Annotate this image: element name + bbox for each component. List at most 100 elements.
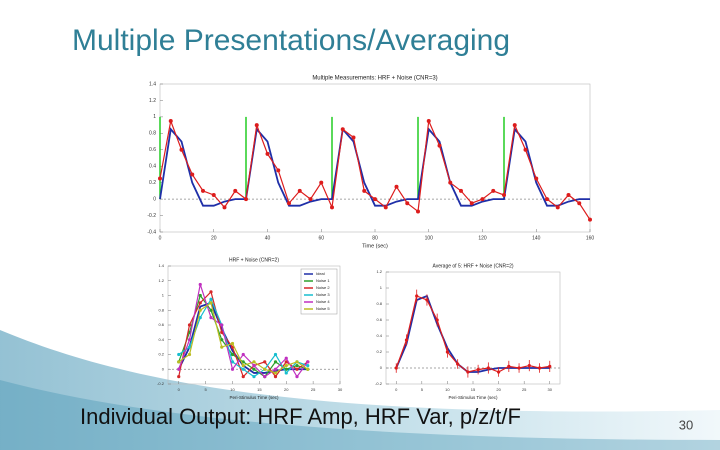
x-tick-label: 140	[532, 235, 541, 241]
data-point	[158, 176, 162, 181]
y-tick-label: 0.6	[376, 317, 382, 322]
legend-label: Ideal	[316, 271, 325, 276]
x-tick-label: 160	[586, 235, 595, 241]
x-axis-label: Peri-Stimulus Time (sec)	[229, 395, 279, 400]
x-tick-label: 30	[548, 387, 553, 392]
data-point	[534, 176, 539, 181]
data-point	[252, 360, 256, 364]
data-point	[187, 338, 192, 342]
data-point	[198, 308, 202, 312]
x-tick-label: 15	[471, 387, 476, 392]
data-point	[190, 172, 195, 177]
data-point	[177, 367, 181, 371]
data-point	[198, 282, 202, 287]
data-point	[394, 366, 398, 370]
data-point	[252, 363, 256, 368]
data-point	[284, 360, 288, 364]
data-point	[306, 367, 310, 371]
x-tick-label: 20	[284, 387, 289, 392]
page-number: 30	[679, 417, 693, 432]
y-tick-label: -0.2	[147, 213, 156, 219]
data-point	[577, 201, 582, 206]
data-point	[230, 341, 235, 346]
data-point	[502, 193, 506, 197]
data-point	[241, 375, 245, 379]
data-point	[263, 360, 267, 364]
series-line	[395, 294, 550, 373]
y-tick-label: 1.4	[158, 263, 164, 268]
data-point	[404, 338, 409, 342]
data-point	[273, 360, 278, 364]
data-point	[230, 360, 235, 364]
y-tick-label: 0	[162, 366, 165, 371]
data-point	[187, 323, 192, 327]
x-axis-label: Peri-Stimulus Time (sec)	[448, 395, 498, 400]
data-point	[284, 371, 288, 375]
data-point	[394, 184, 399, 189]
y-tick-label: 0	[153, 196, 156, 202]
x-tick-label: 10	[230, 387, 235, 392]
y-tick-label: 1	[162, 293, 165, 298]
data-point	[330, 205, 334, 210]
data-point	[507, 364, 511, 368]
data-point	[211, 193, 216, 197]
x-tick-label: 15	[257, 387, 262, 392]
data-point	[295, 363, 299, 368]
y-tick-label: 1	[153, 114, 156, 120]
data-point	[284, 363, 288, 368]
data-point	[306, 360, 310, 364]
data-point	[284, 356, 288, 360]
data-point	[523, 147, 528, 152]
data-point	[383, 205, 388, 210]
data-point	[198, 301, 202, 305]
y-tick-label: 1.2	[149, 98, 156, 104]
x-tick-label: 60	[318, 235, 324, 241]
y-tick-label: 0.6	[158, 322, 164, 327]
y-tick-label: 0.8	[158, 307, 164, 312]
x-tick-label: 40	[265, 235, 271, 241]
data-point	[220, 323, 224, 327]
x-axis-label: Time (sec)	[362, 243, 388, 249]
data-point	[209, 308, 213, 312]
data-point	[548, 364, 552, 368]
data-point	[555, 205, 560, 210]
data-point	[340, 127, 345, 132]
x-tick-label: 25	[311, 387, 316, 392]
data-point	[425, 298, 429, 302]
data-point	[287, 201, 291, 206]
data-point	[459, 188, 463, 193]
y-tick-label: 0.2	[158, 352, 164, 357]
x-tick-label: 0	[178, 387, 181, 392]
data-point	[517, 366, 521, 370]
data-point	[220, 338, 224, 342]
x-tick-label: 20	[211, 235, 217, 241]
data-point	[295, 360, 299, 364]
slide-title: Multiple Presentations/Averaging	[72, 24, 510, 57]
legend-label: Noise 5	[316, 306, 330, 311]
data-point	[254, 123, 259, 128]
legend-box	[300, 268, 338, 315]
data-point	[209, 290, 213, 294]
x-tick-label: 5	[421, 387, 424, 392]
data-point	[230, 352, 235, 357]
x-tick-label: 20	[496, 387, 501, 392]
x-tick-label: 10	[445, 387, 450, 392]
data-point	[187, 352, 192, 357]
x-tick-label: 80	[372, 235, 378, 241]
data-point	[527, 364, 531, 368]
data-point	[456, 362, 460, 366]
y-tick-label: 0	[380, 365, 383, 370]
y-tick-label: 0.4	[149, 164, 156, 170]
data-point	[220, 345, 224, 349]
data-point	[512, 123, 517, 128]
data-point	[252, 367, 256, 371]
data-point	[273, 371, 278, 375]
legend-label: Noise 3	[316, 292, 330, 297]
data-point	[265, 151, 270, 156]
data-point	[241, 363, 245, 368]
y-tick-label: 0.2	[376, 349, 382, 354]
data-point	[308, 197, 313, 202]
data-point	[284, 367, 288, 371]
x-tick-label: 5	[205, 387, 208, 392]
